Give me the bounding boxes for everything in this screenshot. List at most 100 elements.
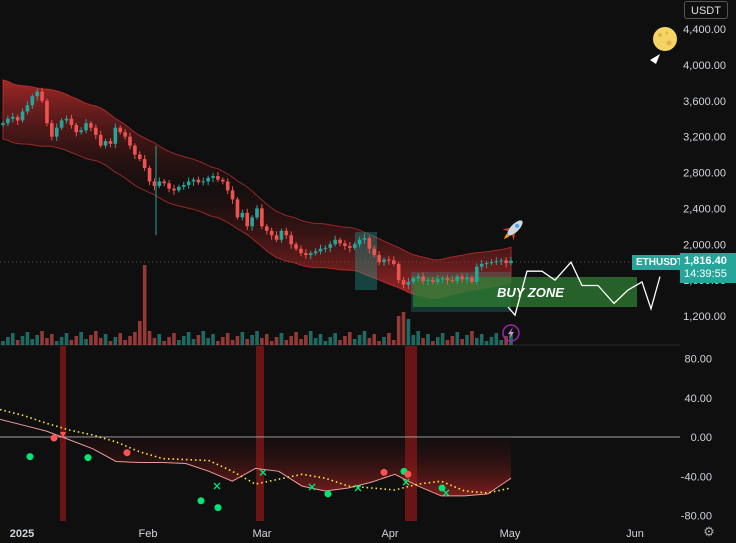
candle-body [421,276,425,282]
candle-body [108,141,113,144]
oscillator-tick-label: 40.00 [684,393,712,405]
candle-body [460,276,464,280]
time-axis[interactable]: 2025 Feb Mar Apr May Jun [10,528,644,540]
candle-body [426,280,430,282]
volume-bar [20,336,25,345]
candle-body [118,127,123,133]
cross-marker [442,489,450,497]
volume-bar [465,335,469,345]
sell-signal-dot [404,470,412,478]
candle-body [235,199,240,218]
volume-bar [416,331,420,345]
price-axis[interactable]: 4,400.00 4,000.00 3,600.00 3,200.00 2,800.00… [683,24,726,323]
volume-bar [230,340,235,345]
volume-bar [35,335,39,345]
volume-bar [245,339,250,345]
volume-bar [142,265,147,345]
volume-bar [167,337,171,345]
range-highlight [355,232,377,290]
candle-body [484,263,489,265]
candle-body [328,244,333,248]
buy-zone [413,277,637,307]
candle-body [323,247,328,249]
settings-icon[interactable]: ⚙ [703,524,715,539]
volume-bar [304,335,308,345]
volume-bar [118,333,123,345]
volume-bar [225,333,230,345]
candle-body [201,181,206,183]
candle-body [304,253,308,256]
candle-body [264,226,269,231]
candle-body [250,217,254,227]
volume-bar [69,340,74,345]
oscillator-axis[interactable]: 80.00 40.00 0.00 -40.00 -80.00 [681,354,712,523]
lightning-icon[interactable] [502,324,520,342]
candle-body [40,91,44,101]
candle-body [123,132,127,137]
sell-signal-dot [50,434,58,442]
candle-body [84,123,88,131]
moon-icon [653,27,677,51]
candle-body [211,176,215,178]
volume-bar [294,332,298,345]
volume-bar [440,333,445,345]
time-tick-label: May [500,528,521,540]
candle-body [401,280,406,285]
candle-body [128,136,132,146]
candle-body [221,179,225,182]
volume-bar [264,334,269,345]
volume-bar [79,332,83,345]
candle-body [357,239,362,245]
volume-bar [426,334,430,345]
candle-body [103,141,108,146]
candle-body [25,105,30,112]
candle-body [411,278,416,282]
volume-bar [50,334,54,345]
candle-body [431,280,435,282]
candle-body [372,248,377,256]
volume-bar [211,334,215,345]
oscillator-markers [26,432,450,512]
price-tick-label: 1,200.00 [683,311,726,323]
time-tick-label: Feb [139,528,158,540]
candle-body [499,260,504,262]
candle-body [1,123,5,125]
time-tick-label: Mar [253,528,272,540]
last-price: 1,816.40 [684,255,727,267]
volume-bar [250,335,254,345]
oscillator-line [0,418,512,497]
candle-body [299,248,303,254]
volume-bar [6,337,10,345]
candle-body [362,237,367,240]
candle-body [465,277,469,280]
volume-bar [255,331,259,345]
volume-bar [172,333,176,345]
volume-bar [318,334,323,345]
candle-body [137,154,142,160]
candle-body [20,111,25,121]
volume-bar [98,338,103,345]
volume-bar [59,337,64,345]
volume-bar [45,338,49,345]
volume-bar [181,336,186,345]
candle-body [98,134,103,146]
volume-bar [74,336,79,345]
candle-body [367,237,372,249]
candle-body [509,260,513,264]
candle-body [445,278,450,281]
cross-marker [60,432,66,438]
candle-body [489,262,494,264]
candle-body [191,179,196,182]
candle-body [440,278,445,280]
price-tick-label: 2,000.00 [683,239,726,251]
candle-body [406,281,411,285]
volume-bar [94,331,98,345]
volume-bar [284,340,289,345]
volume-bar [137,321,142,345]
buy-signal-dot [26,453,34,461]
candle-body [240,212,245,218]
candle-body [338,239,342,244]
currency-selector[interactable]: USDT [684,1,728,19]
volume-bar [191,339,196,345]
